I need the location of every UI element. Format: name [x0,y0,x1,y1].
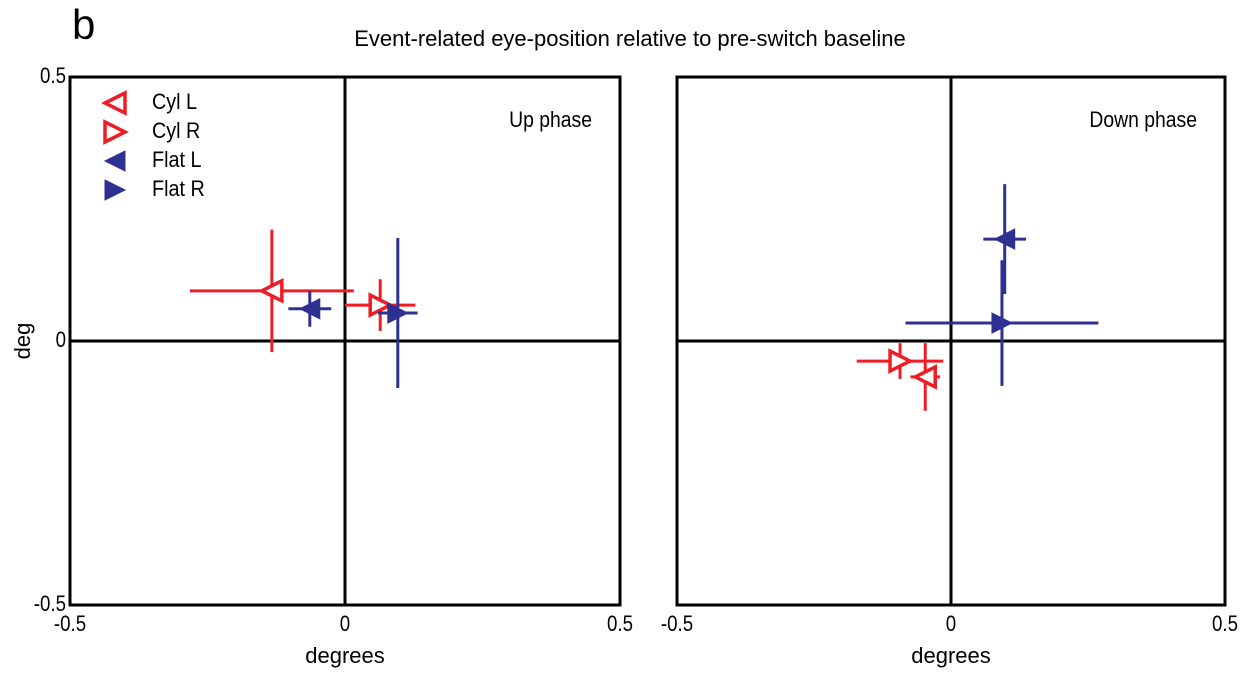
y-tick-label: -0.5 [34,592,66,616]
x-axis-label: degrees [305,643,385,668]
marker [888,348,914,374]
y-axis-label: deg [10,323,35,360]
legend-label: Cyl R [152,119,200,143]
marker [993,228,1016,250]
marker [387,302,409,324]
x-tick-label: -0.5 [54,612,86,636]
panel-label: b [72,1,95,48]
panel-subtitle: Up phase [509,108,592,132]
y-tick-label: 0 [56,328,66,352]
legend-marker [101,90,127,116]
marker [991,312,1014,334]
marker [368,292,395,318]
legend-label: Cyl L [152,90,197,114]
legend-marker [104,179,127,201]
x-axis-label: degrees [911,643,991,668]
x-tick-label: 0 [946,612,956,636]
y-tick-label: 0.5 [40,64,66,88]
x-tick-label: -0.5 [661,612,693,636]
x-tick-label: 0.5 [607,612,633,636]
legend-label: Flat R [152,177,205,201]
marker [911,364,937,390]
legend-marker [103,150,126,172]
x-tick-label: 0.5 [1212,612,1238,636]
x-tick-label: 0 [340,612,350,636]
legend-label: Flat L [152,148,201,172]
panel-subtitle: Down phase [1089,108,1197,132]
marker [257,278,284,304]
figure-title: Event-related eye-position relative to p… [354,26,906,51]
legend-marker [103,119,129,145]
marker [298,297,321,320]
